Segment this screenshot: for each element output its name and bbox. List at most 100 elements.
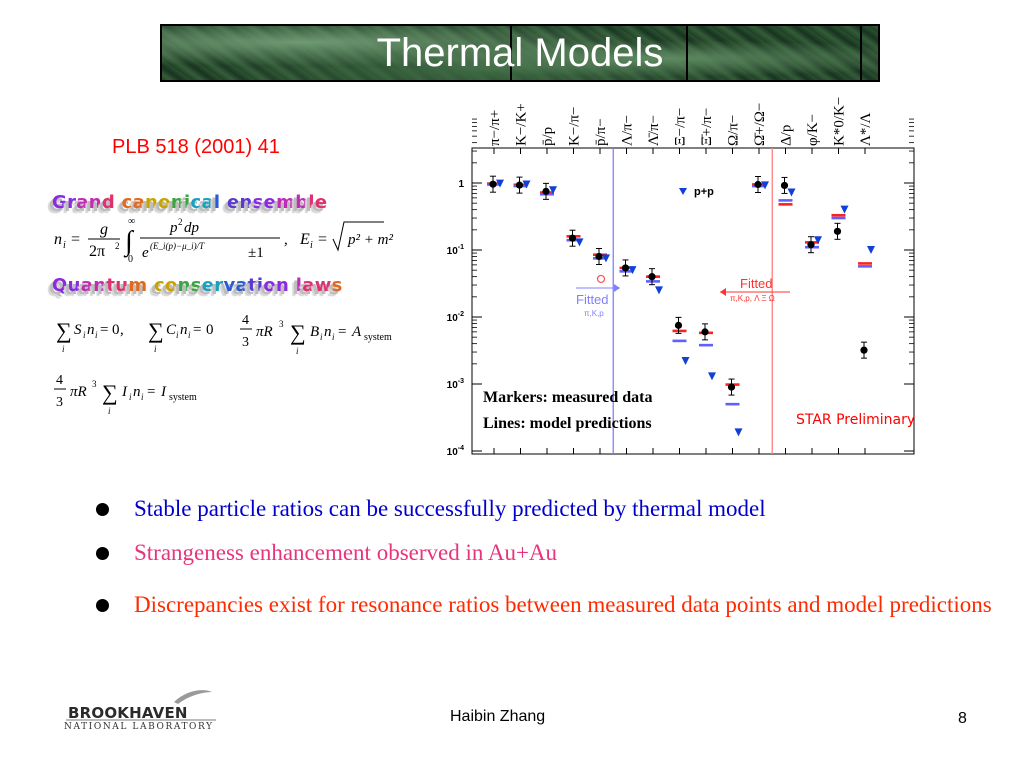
category-label: Ξ̄+/π− <box>699 108 715 146</box>
pp-triangle-point <box>655 286 663 295</box>
y-tick-label: 10-1 <box>447 244 464 257</box>
measured-data-point <box>515 181 524 189</box>
svg-text:=: = <box>71 231 80 248</box>
fit-region-lines <box>612 148 773 454</box>
svg-text:i: i <box>320 332 323 342</box>
svg-text:(E_i(p)−μ_i)/T: (E_i(p)−μ_i)/T <box>150 241 205 251</box>
svg-text:n: n <box>87 322 95 338</box>
isospin-equation: 4 3 πR 3 ∑ i I i n i = I system <box>54 373 197 416</box>
eq-n: n <box>54 231 62 248</box>
pp-triangle-point <box>602 254 610 263</box>
logo-swoosh-icon <box>66 690 216 721</box>
svg-text:i: i <box>310 240 313 251</box>
svg-text:0: 0 <box>112 322 120 338</box>
category-label: p̄/p <box>540 127 556 146</box>
fitted-left-label: Fitted <box>576 292 609 307</box>
plot-frame <box>471 118 915 455</box>
svg-text:i: i <box>95 330 98 340</box>
svg-text:i: i <box>83 330 86 340</box>
measured-data-point <box>833 227 842 235</box>
svg-text:∞: ∞ <box>128 216 135 227</box>
fitted-left-sub: π,K,p <box>584 309 604 318</box>
measured-data-point <box>754 180 762 189</box>
svg-text:dp: dp <box>184 220 200 236</box>
svg-text:=: = <box>147 384 155 400</box>
svg-text:∑: ∑ <box>290 320 306 345</box>
bullet-text-3: Discrepancies exist for resonance ratios… <box>134 592 992 617</box>
measured-data-point <box>860 346 868 354</box>
svg-text:∑: ∑ <box>102 380 118 405</box>
svg-text:E: E <box>299 231 310 248</box>
chart-marks <box>487 175 875 437</box>
svg-text:i: i <box>332 332 335 342</box>
eq-2pi: 2π <box>89 243 105 260</box>
lines-note: Lines: model predictions <box>483 415 652 432</box>
svg-text:n: n <box>324 324 332 340</box>
star-preliminary-label: STAR Preliminary <box>796 412 915 428</box>
legend-triangle-icon <box>679 188 687 195</box>
category-label: Λ̄/π− <box>646 115 662 146</box>
pp-triangle-point <box>840 205 849 214</box>
svg-text:i: i <box>154 344 157 354</box>
category-label: p̄/π− <box>593 118 609 146</box>
measured-data-point <box>648 273 656 281</box>
measured-data-point <box>807 241 815 249</box>
svg-text:=: = <box>338 324 346 340</box>
category-label: Ω̄+/Ω− <box>752 103 768 146</box>
svg-text:3: 3 <box>56 395 63 410</box>
svg-text:i: i <box>141 392 144 402</box>
svg-text:∫: ∫ <box>123 226 135 258</box>
bullet-text-1: Stable particle ratios can be successful… <box>134 496 766 521</box>
svg-text:n: n <box>180 322 188 338</box>
chart-annotations: p+p Fitted π,K,p Fitted π,K,p, Λ Ξ Ω Markers:… <box>483 186 915 432</box>
title-banner: Thermal Models <box>160 24 880 82</box>
measured-data-point <box>595 252 603 261</box>
slide-title: Thermal Models <box>376 31 664 75</box>
svg-text:,: , <box>120 322 124 338</box>
svg-text:πR: πR <box>256 324 273 340</box>
y-tick-label: 10-4 <box>447 445 464 458</box>
category-label: φ/K− <box>805 114 821 146</box>
pp-triangle-point <box>681 357 690 366</box>
heading-quantum-text: Quantum conservation laws <box>52 275 343 296</box>
svg-text:=: = <box>100 322 108 338</box>
svg-text:,: , <box>284 232 288 248</box>
pp-triangle-point <box>708 372 716 381</box>
category-label: Ω/π− <box>726 115 742 146</box>
legend-pp-label: p+p <box>694 186 714 198</box>
y-tick-labels: 1 10-1 10-2 10-3 10-4 <box>447 179 465 458</box>
pp-triangle-point <box>814 236 822 245</box>
eq-n-sub: i <box>63 240 66 251</box>
logo-name: BROOKHAVEN <box>68 704 188 722</box>
bullet-dot-icon <box>96 503 109 516</box>
measured-data-point <box>674 321 683 329</box>
y-tick-label: 10-2 <box>447 311 464 324</box>
svg-text:A: A <box>351 324 362 340</box>
category-label: K−/K+ <box>514 103 530 146</box>
conservation-equations: ∑ i S i n i = 0 , ∑ i C i n i = 0 4 3 πR… <box>56 313 392 356</box>
svg-text:3: 3 <box>279 319 284 329</box>
category-label: Ξ−/π− <box>673 108 689 146</box>
pp-triangle-point <box>496 179 504 188</box>
category-labels: π−/π+ K−/K+ p̄/p K−/π− p̄/π− Λ/π− Λ̄/π− Ξ−/π− Ξ̄… <box>487 97 874 146</box>
pp-triangle-point <box>575 238 584 247</box>
reference-citation: PLB 518 (2001) 41 <box>112 136 280 158</box>
logo-subtitle: NATIONAL LABORATORY <box>64 722 214 732</box>
svg-text:I: I <box>160 384 167 400</box>
y-tick-label: 10-3 <box>447 378 464 391</box>
bullet-dot-icon <box>96 599 109 612</box>
measured-data-point <box>701 328 709 336</box>
svg-text:2: 2 <box>115 241 120 251</box>
svg-text:i: i <box>296 346 299 356</box>
pp-triangle-point <box>867 246 875 254</box>
measured-data-point <box>542 187 550 195</box>
open-data-point <box>596 274 606 284</box>
eq-g: g <box>100 221 108 238</box>
svg-text:±1: ±1 <box>248 245 264 261</box>
svg-text:2: 2 <box>178 217 183 227</box>
svg-text:C: C <box>166 322 177 338</box>
measured-data-point <box>568 234 577 242</box>
svg-text:=: = <box>193 322 201 338</box>
svg-text:∑: ∑ <box>56 318 72 343</box>
category-label: K−/π− <box>567 107 583 147</box>
